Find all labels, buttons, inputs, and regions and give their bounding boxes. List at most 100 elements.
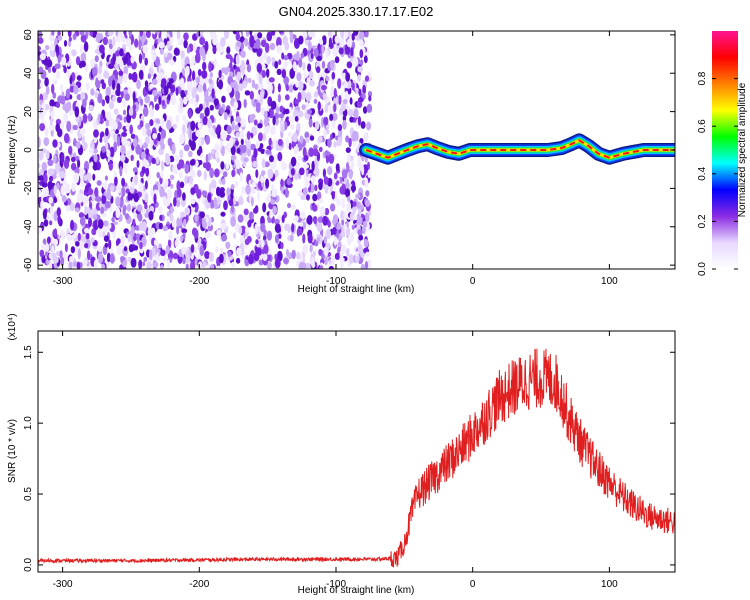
heatmap-noise-cell bbox=[312, 148, 319, 157]
heatmap-noise-cell bbox=[70, 162, 77, 171]
heatmap-noise-cell bbox=[191, 87, 197, 99]
heatmap-noise-cell bbox=[297, 110, 304, 118]
heatmap-noise-cell bbox=[325, 76, 330, 82]
heatmap-noise-cell bbox=[313, 144, 318, 150]
heatmap-noise-cell bbox=[153, 193, 157, 205]
heatmap-noise-cell bbox=[128, 72, 132, 80]
heatmap-noise-cell bbox=[59, 84, 64, 92]
heatmap-noise-cell bbox=[122, 206, 126, 216]
heatmap-noise-cell bbox=[66, 69, 71, 79]
heatmap-noise-cell bbox=[352, 206, 356, 215]
heatmap-noise-cell bbox=[221, 95, 226, 104]
heatmap-noise-cell bbox=[259, 90, 265, 99]
heatmap-noise-cell bbox=[67, 61, 71, 67]
heatmap-noise-cell bbox=[149, 104, 153, 116]
heatmap-noise-cell bbox=[103, 220, 109, 227]
heatmap-noise-cell bbox=[42, 209, 47, 220]
heatmap-noise-cell bbox=[333, 236, 338, 246]
heatmap-noise-cell bbox=[230, 216, 237, 228]
heatmap-noise-cell bbox=[257, 82, 264, 91]
heatmap-noise-cell bbox=[189, 159, 196, 166]
heatmap-noise-cell bbox=[195, 94, 199, 103]
heatmap-noise-cell bbox=[191, 70, 196, 82]
heatmap-noise-cell bbox=[355, 87, 359, 94]
heatmap-noise-cell bbox=[199, 245, 205, 257]
heatmap-noise-cell bbox=[105, 118, 110, 127]
heatmap-noise-cell bbox=[216, 157, 221, 163]
heatmap-noise-cell bbox=[79, 216, 86, 226]
heatmap-noise-cell bbox=[266, 262, 272, 269]
heatmap-noise-cell bbox=[149, 119, 154, 127]
heatmap-noise-cell bbox=[45, 85, 50, 95]
heatmap-noise-cell bbox=[325, 154, 330, 164]
heatmap-noise-cell bbox=[202, 102, 206, 110]
heatmap-noise-cell bbox=[71, 156, 76, 163]
heatmap-noise-cell bbox=[223, 200, 228, 211]
heatmap-noise-cell bbox=[134, 38, 139, 48]
heatmap-noise-cell bbox=[189, 176, 193, 184]
heatmap-noise-cell bbox=[214, 151, 220, 160]
colorbar: 0.0 0.2 0.4 0.6 0.8 Normalized spectral ampl… bbox=[697, 31, 748, 276]
heatmap-noise-cell bbox=[250, 196, 254, 207]
heatmap-noise-cell bbox=[363, 55, 368, 64]
heatmap-noise-cell bbox=[353, 108, 359, 119]
heatmap-noise-cell bbox=[290, 204, 297, 211]
heatmap-noise-cell bbox=[144, 136, 150, 144]
heatmap-noise-cell bbox=[216, 229, 222, 237]
heatmap-noise-cell bbox=[45, 149, 50, 160]
heatmap-noise-cell bbox=[202, 61, 207, 71]
heatmap-noise-cell bbox=[39, 53, 46, 61]
heatmap-noise-cell bbox=[329, 203, 336, 212]
heatmap-noise-cell bbox=[83, 236, 87, 244]
heatmap-noise-cell bbox=[152, 261, 159, 268]
heatmap-noise-cell bbox=[63, 251, 67, 261]
heatmap-noise-cell bbox=[126, 203, 132, 212]
heatmap-noise-cell bbox=[231, 261, 236, 268]
heatmap-noise-cell bbox=[360, 263, 366, 269]
heatmap-noise-cell bbox=[80, 52, 87, 63]
heatmap-noise-cell bbox=[182, 256, 186, 265]
heatmap-noise-cell bbox=[144, 80, 149, 87]
heatmap-x-axis: -300 -200 -100 0 100 bbox=[53, 31, 618, 287]
heatmap-noise-cell bbox=[69, 74, 73, 85]
heatmap-noise-cell bbox=[219, 107, 224, 115]
heatmap-noise-cell bbox=[350, 185, 357, 192]
heatmap-noise-cell bbox=[45, 44, 50, 51]
heatmap-noise-cell bbox=[165, 178, 169, 187]
heatmap-x-tick-label: -100 bbox=[326, 276, 346, 287]
heatmap-noise-cell bbox=[144, 180, 148, 190]
heatmap-noise-cell bbox=[43, 219, 49, 227]
heatmap-noise-cell bbox=[324, 247, 329, 257]
heatmap-noise-cell bbox=[139, 241, 143, 250]
heatmap-noise-cell bbox=[109, 43, 113, 50]
heatmap-noise-cell bbox=[172, 165, 178, 174]
heatmap-noise-cell bbox=[63, 133, 70, 144]
heatmap-noise-cell bbox=[69, 202, 75, 212]
heatmap-noise-cell bbox=[269, 209, 274, 219]
heatmap-noise-cell bbox=[296, 50, 300, 62]
heatmap-noise-cell bbox=[318, 198, 324, 204]
heatmap-noise-cell bbox=[276, 68, 282, 76]
heatmap-noise-cell bbox=[47, 159, 54, 167]
heatmap-noise-cell bbox=[359, 163, 364, 172]
heatmap-noise-cell bbox=[45, 259, 50, 265]
heatmap-noise-cell bbox=[138, 39, 142, 51]
heatmap-noise-cell bbox=[197, 69, 202, 77]
heatmap-noise-cell bbox=[80, 168, 85, 176]
heatmap-noise-cell bbox=[213, 98, 219, 106]
heatmap-noise-cell bbox=[201, 190, 208, 196]
heatmap-noise-cell bbox=[61, 153, 65, 164]
heatmap-noise-cell bbox=[260, 239, 265, 248]
heatmap-noise-cell bbox=[260, 148, 266, 154]
heatmap-noise-cell bbox=[264, 161, 270, 168]
heatmap-noise-cell bbox=[124, 164, 128, 175]
heatmap-noise-cell bbox=[254, 205, 259, 213]
heatmap-noise-cell bbox=[302, 147, 307, 158]
heatmap-noise-cell bbox=[331, 191, 335, 200]
heatmap-noise-cell bbox=[85, 232, 90, 241]
heatmap-noise-cell bbox=[257, 123, 263, 129]
heatmap-noise-cell bbox=[289, 106, 293, 113]
heatmap-noise-cell bbox=[40, 223, 44, 229]
heatmap-noise-cell bbox=[346, 162, 349, 170]
heatmap-noise-cell bbox=[334, 56, 340, 64]
